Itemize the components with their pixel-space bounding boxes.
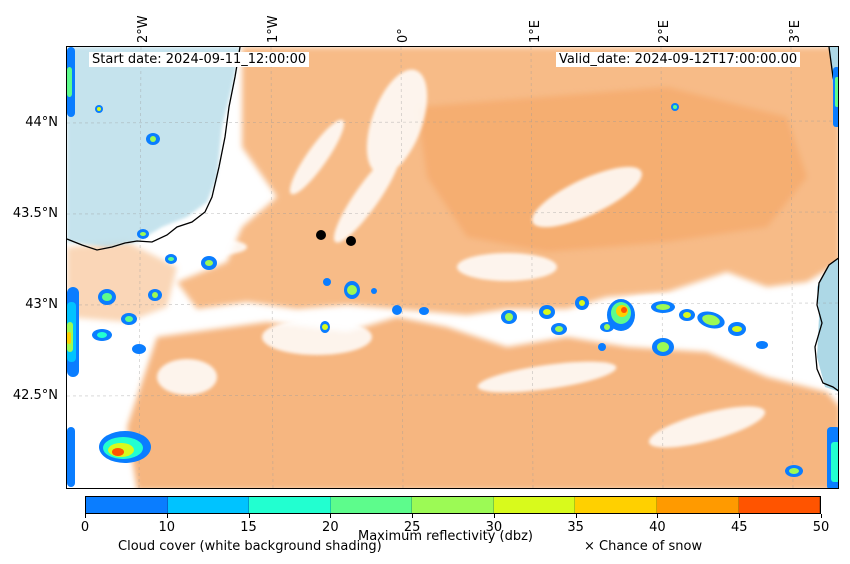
location-marker-1	[316, 230, 326, 240]
colorbar-tick-label: 30	[485, 520, 503, 535]
colorbar-tick	[821, 514, 822, 518]
colorbar-tick-label: 45	[730, 520, 748, 535]
colorbar-tick	[412, 514, 414, 518]
colorbar-tick	[85, 514, 86, 518]
colorbar-segment	[330, 497, 413, 513]
colorbar-tick-label: 20	[322, 520, 339, 535]
lat-label-43n: 43°N	[25, 297, 58, 312]
lat-label-43-5n: 43.5°N	[12, 206, 58, 221]
location-markers	[316, 230, 356, 246]
colorbar-tick-label: 40	[649, 520, 666, 535]
reflectivity-cells	[67, 47, 838, 488]
cell-west-edge	[67, 47, 79, 487]
cell-central	[320, 278, 429, 333]
cell-east-band	[501, 103, 803, 477]
lat-label-44n: 44°N	[25, 115, 58, 130]
colorbar-segment	[249, 497, 331, 513]
colorbar-tick	[657, 514, 659, 518]
cell-southwest	[99, 431, 151, 463]
location-marker-2	[346, 236, 356, 246]
snow-caption: × Chance of snow	[584, 539, 703, 554]
map-area: Start date: 2024-09-11_12:00:00 Valid_da…	[66, 46, 839, 489]
cell-northeast-edge	[827, 67, 838, 488]
lat-label-42-5n: 42.5°N	[12, 388, 58, 403]
colorbar-tick	[166, 514, 168, 518]
lon-label-3e: 3°E	[788, 20, 803, 43]
cloud-cover-caption: Cloud cover (white background shading)	[118, 539, 382, 554]
colorbar-tick-label: 50	[812, 520, 830, 535]
colorbar-segment	[412, 497, 494, 513]
colorbar-segment	[656, 497, 739, 513]
colorbar-tick-label: 15	[240, 520, 257, 535]
colorbar-label: Maximum reflectivity (dbz)	[358, 529, 533, 544]
coastline-west	[67, 47, 241, 251]
coastline-east	[814, 257, 838, 392]
colorbar-tick	[739, 514, 741, 518]
colorbar-segment	[738, 497, 821, 513]
colorbar-tick	[330, 514, 332, 518]
cloud-cover-south	[127, 317, 838, 488]
sea-layer	[67, 47, 838, 392]
colorbar-tick-label: 10	[158, 520, 176, 535]
colorbar-segment	[575, 497, 657, 513]
cloud-cover-west	[67, 242, 177, 322]
colorbar-tick-label: 0	[80, 520, 90, 535]
colorbar-segment	[167, 497, 250, 513]
colorbar-segment	[86, 497, 168, 513]
colorbar-segment	[493, 497, 576, 513]
lon-label-1w: 1°W	[266, 15, 281, 43]
valid-date-label: Valid_date: 2024-09-12T17:00:00.00	[556, 52, 801, 67]
sea-mediterranean	[817, 258, 838, 392]
cell-west-cluster	[92, 105, 217, 354]
map-canvas	[67, 47, 838, 488]
colorbar-tick	[493, 514, 495, 518]
colorbar-tick-label: 25	[403, 520, 421, 535]
colorbar-tick	[575, 514, 577, 518]
colorbar-tick-label: 35	[567, 520, 584, 535]
lon-label-1e: 1°E	[528, 20, 543, 43]
lon-label-2w: 2°W	[136, 15, 151, 43]
cloud-gaps-layer	[157, 69, 797, 448]
lon-label-0: 0°	[396, 28, 411, 43]
colorbar-tick	[248, 514, 250, 518]
sea-bay-of-biscay	[67, 47, 240, 247]
reflectivity-colorbar	[85, 496, 821, 514]
lon-label-2e: 2°E	[657, 20, 672, 43]
start-date-label: Start date: 2024-09-11_12:00:00	[89, 52, 310, 67]
gridlines	[67, 47, 838, 488]
